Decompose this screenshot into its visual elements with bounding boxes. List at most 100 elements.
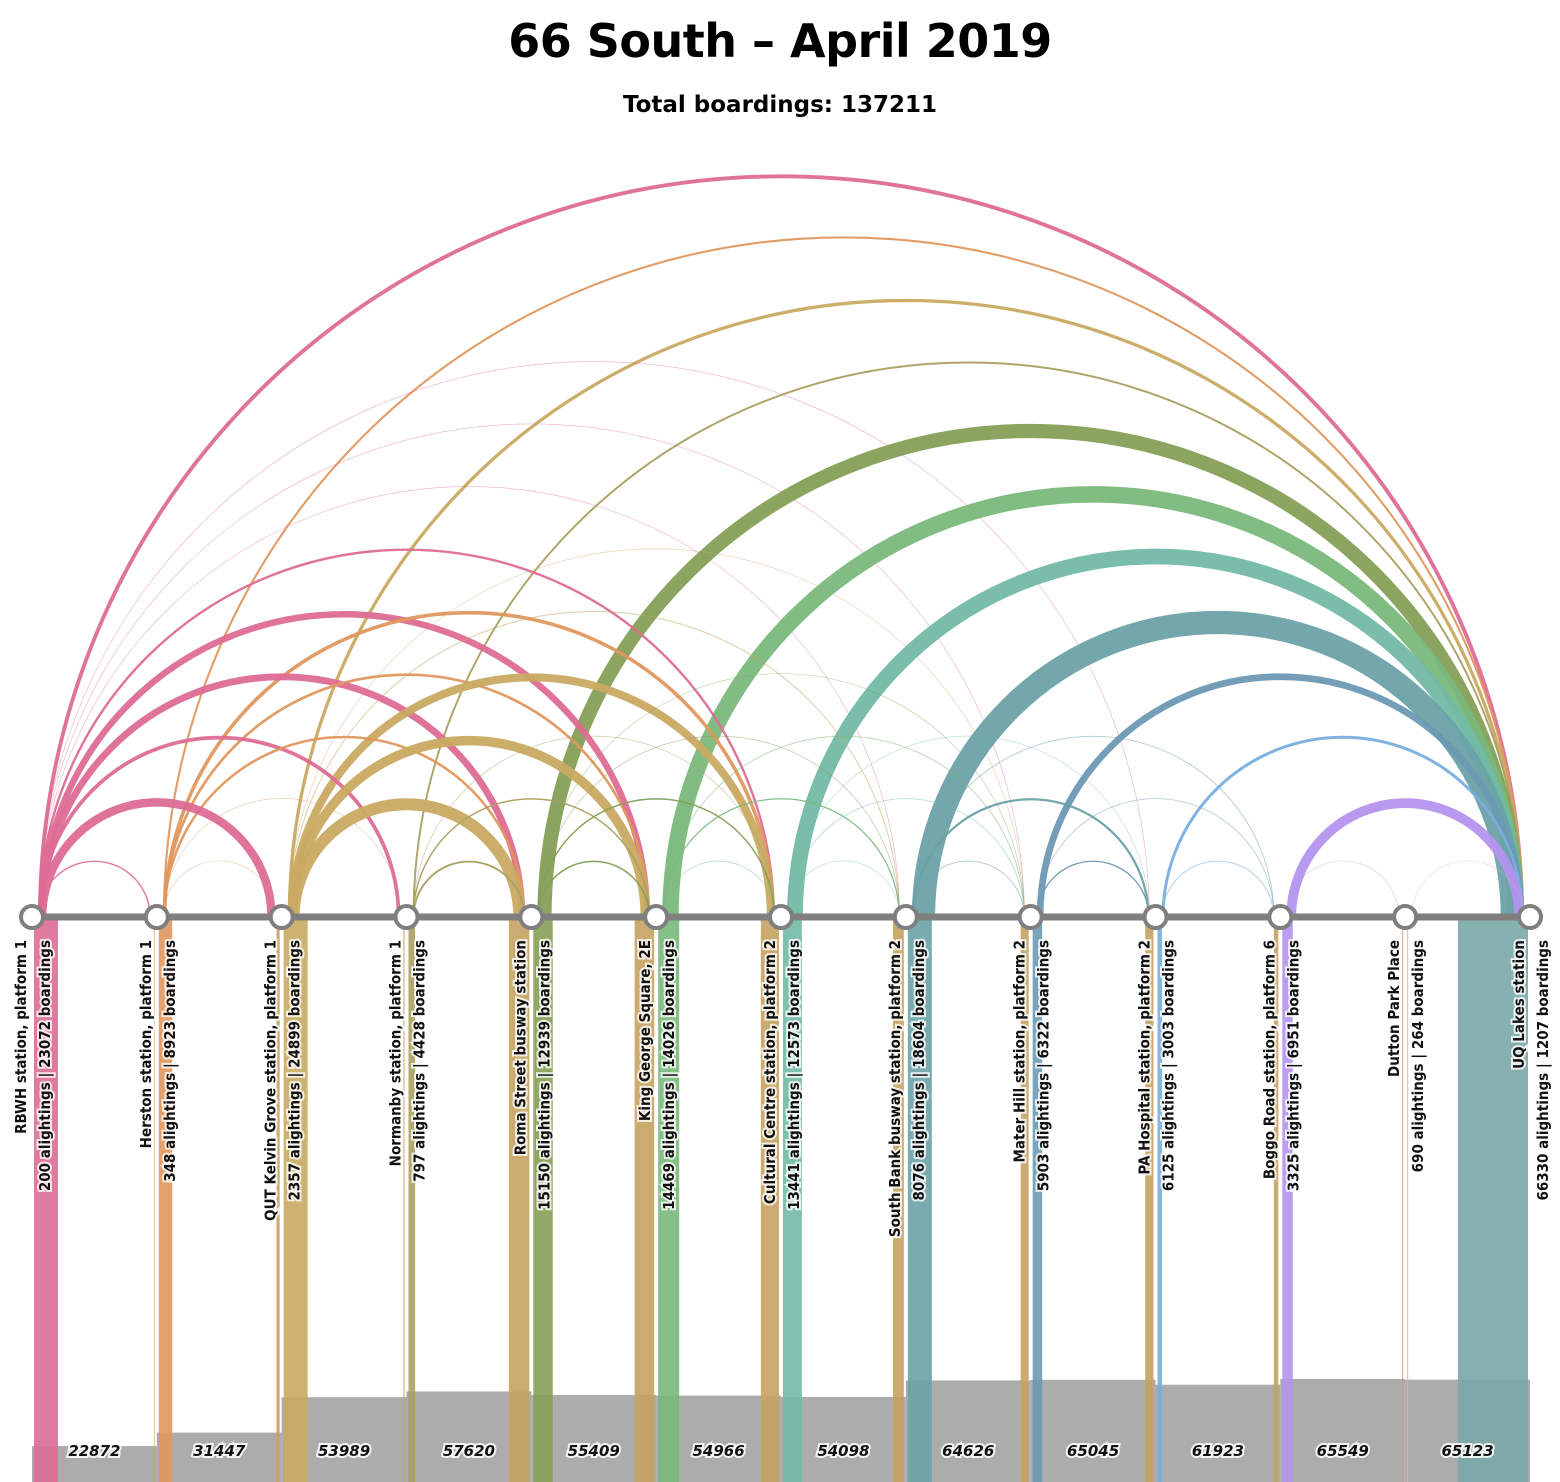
stop-marker	[143, 904, 170, 930]
chart-title: 66 South – April 2019	[508, 14, 1052, 68]
segment-load-label: 65123	[1441, 1442, 1493, 1460]
stop-stats-label: 3325 alightings | 6951 boardings	[1284, 940, 1303, 1191]
flow-arc	[662, 486, 1524, 918]
segment-load-bar	[1030, 1379, 1156, 1482]
flow-arc	[787, 735, 1150, 918]
stop-name-label: Cultural Centre station, platform 2	[761, 940, 779, 1204]
flow-arc	[1286, 798, 1525, 918]
boarding-drop-bar	[658, 917, 680, 1482]
stop-marker	[1267, 904, 1294, 930]
flow-arc	[1286, 860, 1400, 918]
stop-marker	[768, 904, 794, 930]
segment-load-label: 53989	[318, 1442, 370, 1460]
stop-marker	[518, 904, 545, 930]
flow-arc	[412, 798, 651, 918]
boarding-drop-bar	[1407, 917, 1409, 1482]
stop-drop-bars	[34, 917, 1528, 1482]
stop-stats-label: 14469 alightings | 14026 boardings	[660, 940, 679, 1210]
alighting-drop-bar	[892, 917, 904, 1482]
flow-arc	[787, 798, 1025, 918]
segment-load-bar	[1155, 1384, 1281, 1482]
stop-stats-label: 15150 alightings | 12939 boardings	[535, 940, 554, 1210]
flow-arc	[38, 673, 526, 918]
flow-arc	[1036, 861, 1150, 918]
stop-name-label: RBWH station, platform 1	[12, 940, 30, 1134]
flow-arc	[662, 860, 775, 918]
segment-load-bar	[156, 1432, 282, 1482]
stop-marker	[1017, 904, 1044, 930]
boarding-drop-bar	[1157, 917, 1163, 1482]
flow-arc	[412, 860, 526, 918]
flow-arc	[537, 798, 775, 918]
boarding-drop-bar	[533, 917, 553, 1482]
stop-marker	[393, 904, 420, 930]
boarding-drop-bar	[408, 917, 416, 1482]
stop-name-label: QUT Kelvin Grove station, platform 1	[262, 940, 280, 1221]
alighting-drop-bar	[634, 917, 655, 1482]
stop-stats-label: 2357 alightings | 24899 boardings	[286, 940, 305, 1201]
flow-arc	[287, 673, 775, 918]
flow-arc	[412, 361, 1525, 918]
boarding-drop-bar	[1032, 917, 1043, 1482]
flow-arc	[287, 735, 651, 918]
boarding-drop-bar	[283, 917, 308, 1482]
boarding-drop-bar	[783, 917, 802, 1482]
alighting-drop-bar	[1458, 917, 1528, 1482]
flow-arc	[537, 735, 900, 918]
alighting-drop-bar	[760, 917, 779, 1482]
route-line	[19, 904, 1543, 930]
flow-arc	[787, 548, 1525, 918]
boarding-drop-bar	[1282, 917, 1293, 1482]
stop-name-label: Herston station, platform 1	[137, 940, 155, 1148]
segment-load-bars	[32, 1378, 1530, 1482]
flow-arc	[1161, 861, 1275, 918]
alighting-drop-bar	[1402, 917, 1404, 1482]
stop-name-label: South Bank busway station, platform 2	[886, 940, 904, 1237]
segment-load-label: 55409	[568, 1442, 620, 1460]
flow-arc	[38, 174, 1524, 918]
flow-arcs	[38, 174, 1525, 918]
alighting-drop-bar	[1273, 917, 1279, 1482]
chart-subtitle: Total boardings: 137211	[622, 92, 938, 118]
stop-stats-label: 13441 alightings | 12573 boardings	[785, 940, 804, 1210]
segment-load-labels: 22872 31447 53989 57620 55409 54966 54098 64626…	[66, 1440, 1495, 1462]
stop-name-label: King George Square, 2E	[636, 940, 654, 1121]
alighting-drop-bar	[1145, 917, 1154, 1482]
segment-load-label: 31447	[193, 1442, 246, 1460]
stop-marker	[1392, 904, 1419, 930]
stop-labels: RBWH station, platform 1 200 alightings |…	[10, 938, 1555, 1239]
stop-name-label: PA Hospital station, platform 2	[1136, 940, 1154, 1175]
flow-arc	[1036, 798, 1275, 918]
stop-name-label: Boggo Road station, platform 6	[1260, 940, 1278, 1179]
flow-arc	[162, 735, 526, 918]
stop-marker	[268, 904, 295, 930]
segment-load-label: 65045	[1067, 1442, 1119, 1460]
flow-arc	[38, 860, 151, 918]
stop-name-label: Mater Hill station, platform 2	[1011, 940, 1029, 1163]
flow-arc	[537, 860, 651, 918]
segment-load-label: 57620	[443, 1442, 495, 1460]
stop-marker	[1517, 904, 1543, 930]
stop-stats-label: 8076 alightings | 18604 boardings	[910, 940, 929, 1201]
segment-load-bar	[1280, 1378, 1406, 1482]
stop-marker	[892, 904, 919, 930]
flow-arc	[787, 860, 900, 918]
stop-marker	[1142, 904, 1169, 930]
alighting-drop-bar	[508, 917, 530, 1482]
stop-stats-label: 200 alightings | 23072 boardings	[36, 940, 55, 1191]
stop-name-label: Roma Street busway station	[511, 940, 529, 1155]
boarding-drop-bar	[34, 917, 58, 1482]
flow-arc	[412, 735, 775, 918]
flow-arc	[38, 798, 276, 918]
segment-load-label: 54966	[692, 1442, 744, 1460]
stop-stats-label: 348 alightings | 8923 boardings	[161, 940, 180, 1182]
flow-arc	[162, 673, 651, 918]
stop-stats-label: 6125 alightings | 3003 boardings	[1160, 940, 1179, 1191]
stop-name-label: UQ Lakes station	[1510, 940, 1528, 1069]
alighting-drop-bar	[276, 917, 280, 1482]
flow-arc	[662, 735, 1025, 918]
flow-arc	[287, 798, 526, 918]
flow-arc	[162, 236, 1524, 918]
alighting-drop-bar	[1020, 917, 1029, 1482]
stop-marker	[643, 904, 670, 930]
